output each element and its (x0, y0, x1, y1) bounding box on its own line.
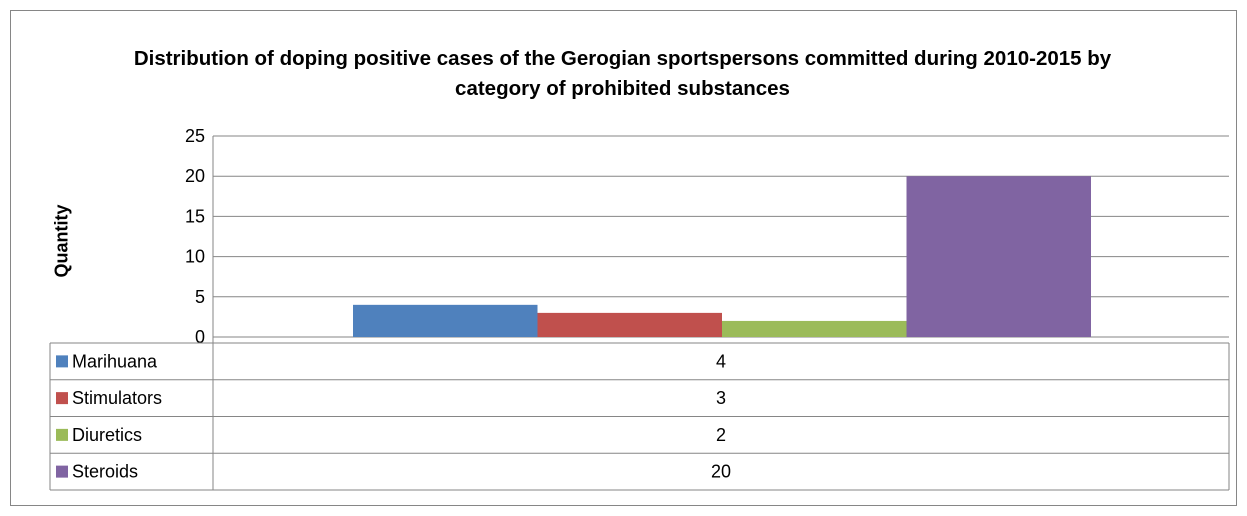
y-tick-label: 0 (195, 327, 205, 347)
data-label-steroids: 20 (711, 462, 731, 482)
data-label-marihuana: 4 (716, 351, 726, 371)
legend-label-steroids: Steroids (72, 462, 138, 482)
bar-diuretics (722, 320, 907, 337)
y-tick-label: 15 (185, 206, 205, 226)
legend-swatch-steroids (56, 465, 68, 478)
y-tick-label: 25 (185, 126, 205, 146)
data-label-diuretics: 2 (716, 425, 726, 445)
bar-stimulators (537, 312, 722, 337)
legend-swatch-stimulators (56, 392, 68, 405)
y-tick-label: 20 (185, 166, 205, 186)
legend-label-diuretics: Diuretics (72, 425, 142, 445)
legend-label-marihuana: Marihuana (72, 351, 158, 371)
y-axis-ticks: 0 5 10 15 20 25 (185, 126, 205, 347)
chart-title: Distribution of doping positive cases of… (133, 47, 1112, 100)
y-tick-label: 5 (195, 287, 205, 307)
legend-swatch-marihuana (56, 355, 68, 368)
legend-swatch-diuretics (56, 428, 68, 441)
legend-label-stimulators: Stimulators (72, 388, 162, 408)
data-label-stimulators: 3 (716, 388, 726, 408)
bars (353, 176, 1091, 337)
y-tick-label: 10 (185, 247, 205, 267)
bar-steroids (906, 176, 1091, 337)
data-table: Marihuana 4 Stimulators 3 Diuretics 2 Steroids… (49, 337, 1230, 491)
bar-marihuana (353, 304, 538, 337)
